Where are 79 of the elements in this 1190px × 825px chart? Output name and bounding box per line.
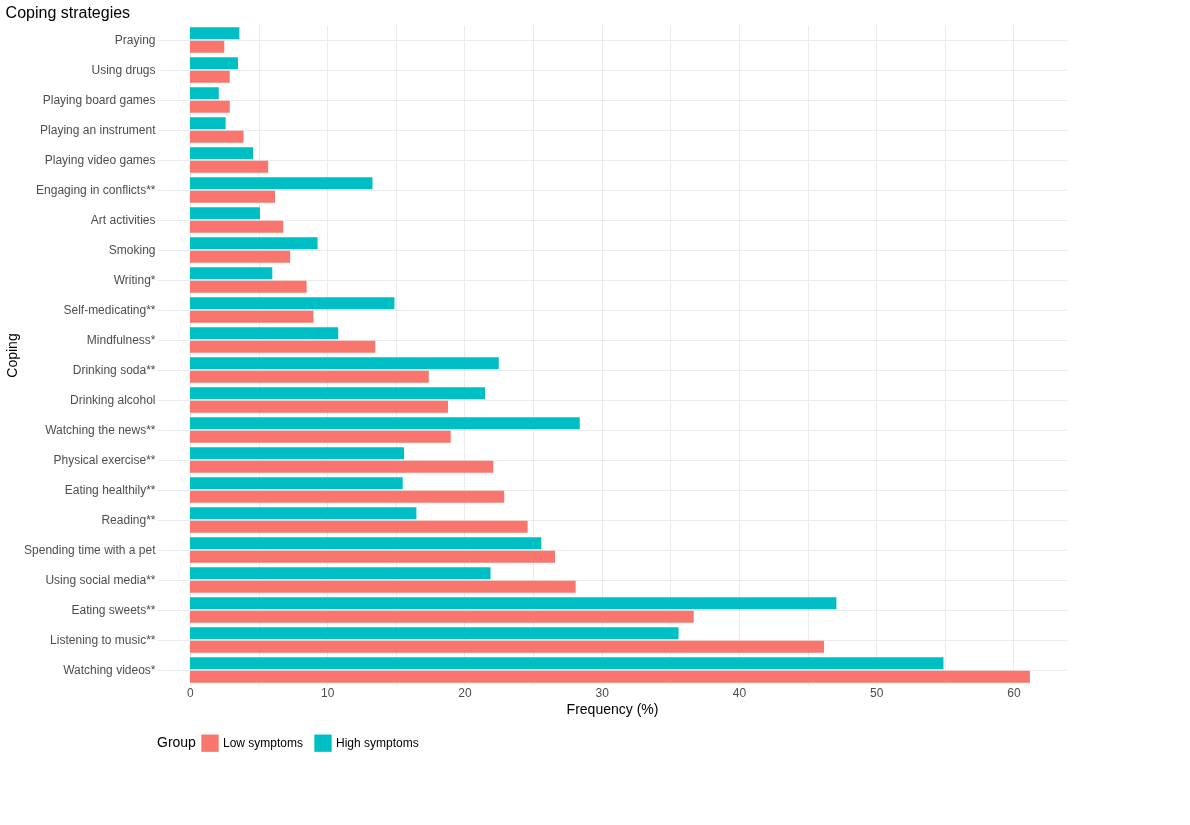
bar (189, 447, 405, 460)
y-tick-label: Smoking (108, 243, 156, 257)
bar (189, 670, 1030, 683)
y-tick-label: Engaging in conflicts** (36, 183, 156, 197)
bar (189, 567, 491, 580)
x-tick-label: 40 (732, 685, 747, 700)
bar (189, 460, 494, 473)
y-axis-title: Coping (4, 333, 21, 378)
y-tick-label: Using social media** (45, 573, 156, 587)
y-tick-label: Playing an instrument (40, 123, 157, 137)
y-tick-label: Eating sweets** (71, 603, 156, 617)
x-axis-title: Frequency (%) (566, 700, 659, 717)
x-tick-label: 30 (595, 685, 610, 700)
bar (189, 597, 837, 610)
bar (189, 160, 269, 173)
bar (189, 57, 238, 70)
bar (189, 627, 679, 640)
bar (189, 280, 307, 293)
x-tick-label: 20 (458, 685, 472, 700)
bar (189, 387, 486, 400)
bar (189, 520, 528, 533)
bar (189, 250, 291, 263)
bar (189, 507, 417, 520)
chart-title: Coping strategies (5, 4, 131, 21)
y-tick-label: Using drugs (91, 63, 156, 77)
bar (189, 310, 314, 323)
y-tick-label: Playing board games (42, 93, 156, 107)
y-tick-label: Self-medicating** (63, 303, 156, 317)
bar (189, 340, 376, 353)
legend-title: Group (157, 734, 197, 750)
bar (189, 147, 254, 160)
bar (189, 477, 403, 490)
bar (189, 357, 499, 370)
y-tick-label: Writing* (113, 273, 156, 287)
bar (189, 267, 273, 280)
bar (189, 610, 694, 623)
bar (189, 70, 230, 83)
y-tick-label: Reading** (101, 513, 156, 527)
bar (189, 370, 429, 383)
bar (189, 537, 542, 550)
bar (189, 117, 226, 130)
bar (189, 400, 448, 413)
y-tick-label: Watching videos* (63, 663, 156, 677)
bar (189, 220, 284, 233)
y-tick-label: Watching the news** (45, 423, 156, 437)
bar (189, 580, 576, 593)
x-tick-label: 10 (321, 685, 335, 700)
bar (189, 550, 556, 563)
legend-label: Low symptoms (223, 736, 304, 751)
bar (189, 417, 580, 430)
bar (189, 327, 339, 340)
bar (189, 40, 225, 53)
bar (189, 640, 825, 653)
y-tick-label: Drinking alcohol (70, 393, 156, 407)
y-tick-label: Eating healthily** (64, 483, 156, 497)
bar (189, 490, 505, 503)
y-tick-label: Drinking soda** (72, 363, 156, 377)
y-tick-label: Praying (114, 33, 156, 47)
bar (189, 297, 395, 310)
y-tick-label: Mindfulness* (86, 333, 156, 347)
y-tick-label: Physical exercise** (53, 453, 156, 467)
bar (189, 177, 373, 190)
x-tick-label: 50 (870, 685, 884, 700)
legend-label: High symptoms (336, 736, 419, 751)
bar (189, 657, 944, 670)
bar (189, 190, 276, 203)
bar (189, 130, 244, 143)
bar (189, 430, 451, 443)
bar (189, 27, 240, 40)
bar (189, 237, 318, 250)
x-tick-label: 0 (187, 685, 195, 700)
y-tick-label: Spending time with a pet (24, 543, 157, 557)
y-tick-label: Playing video games (44, 153, 156, 167)
bar (189, 100, 230, 113)
y-tick-label: Art activities (90, 213, 156, 227)
x-tick-label: 60 (1007, 685, 1021, 700)
bar (189, 207, 260, 220)
y-tick-label: Listening to music** (50, 633, 156, 647)
bar (189, 87, 219, 100)
